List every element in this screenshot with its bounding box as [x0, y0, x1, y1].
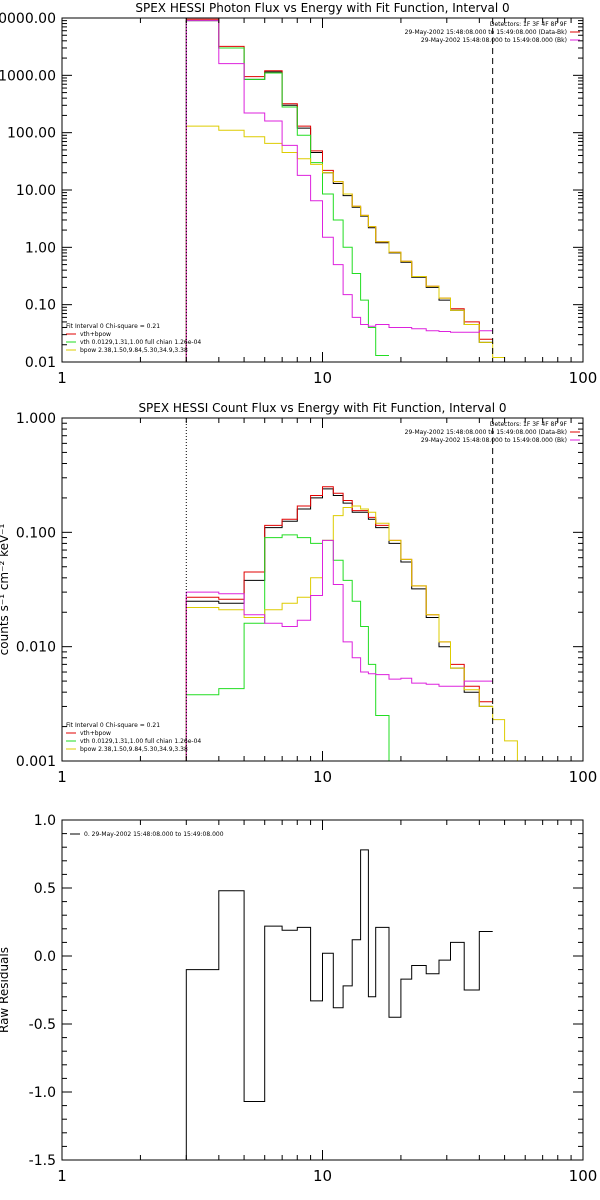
y-tick-label: 1.0	[34, 813, 56, 829]
y-tick-label: -1.0	[29, 1085, 56, 1101]
fit-legend-label: bpow 2.38,1.50,9.84,5.30,34.9,3.38	[80, 347, 188, 354]
y-tick-label: 10.00	[16, 183, 56, 199]
fit-legend-title: Fit Interval 0 Chi-square = 0.21	[66, 722, 160, 729]
x-tick-label: 1	[57, 768, 67, 786]
panel-1: SPEX HESSI Photon Flux vs Energy with Fi…	[0, 1, 597, 387]
y-axis-label: Raw Residuals	[0, 947, 11, 1033]
y-tick-label: 0.01	[25, 355, 56, 371]
x-tick-label: 1	[57, 1167, 67, 1185]
x-tick-label: 10	[313, 768, 332, 786]
y-axis-label: counts s⁻¹ cm⁻² keV⁻¹	[0, 523, 11, 655]
series-vth	[185, 534, 401, 761]
info-line: Detectors: 1F 3F 4F 8F 9F	[490, 21, 568, 28]
series-total	[185, 18, 493, 362]
y-tick-label: 0.001	[16, 754, 56, 770]
panel-3: Raw Residuals 1 10 100 -1.5 -1.0 -0.5 0.0 0.5 1.0…	[0, 813, 597, 1185]
y-tick-label: -1.5	[29, 1153, 56, 1169]
chart-title: SPEX HESSI Photon Flux vs Energy with Fi…	[135, 1, 509, 15]
fit-legend-label: vth 0.0129,1.31,1.00 full chian 1.26e-04	[80, 339, 201, 346]
y-tick-label: -0.5	[29, 1017, 56, 1033]
x-tick-label: 100	[569, 768, 598, 786]
y-tick-label: 0.0	[34, 949, 56, 965]
residual-legend-label: 0. 29-May-2002 15:48:08.000 to 15:49:08.…	[84, 831, 224, 838]
y-tick-label: 0000.00	[0, 11, 56, 27]
info-line: 29-May-2002 15:48:08.000 to 15:49:08.000…	[405, 429, 567, 436]
y-tick-label: 0.100	[16, 525, 56, 541]
x-tick-label: 10	[313, 1167, 332, 1185]
x-tick-label: 100	[569, 369, 598, 387]
plot-area	[185, 486, 531, 761]
x-tick-label: 100	[569, 1167, 598, 1185]
chart-title: SPEX HESSI Count Flux vs Energy with Fit…	[138, 401, 506, 415]
x-tick-label: 1	[57, 369, 67, 387]
fit-legend-label: vth+bpow	[80, 331, 111, 338]
fit-legend-label: vth 0.0129,1.31,1.00 full chian 1.26e-04	[80, 738, 201, 745]
series-bpow	[185, 125, 505, 362]
series-data	[185, 849, 493, 1160]
series-bk	[185, 539, 493, 761]
y-tick-label: 1.00	[25, 240, 56, 256]
x-tick-label: 10	[313, 369, 332, 387]
series-bk	[185, 20, 493, 362]
fit-legend-title: Fit Interval 0 Chi-square = 0.21	[66, 323, 160, 330]
series-vth	[185, 20, 389, 362]
y-tick-label: 0.010	[16, 640, 56, 656]
y-tick-label: 1000.00	[0, 68, 56, 84]
info-line: 29-May-2002 15:48:08.000 to 15:49:08.000…	[405, 29, 567, 36]
info-line: Detectors: 1F 3F 4F 8F 9F	[490, 421, 568, 428]
panel-2: SPEX HESSI Count Flux vs Energy with Fit…	[0, 401, 597, 786]
plot-area	[185, 18, 505, 362]
fit-legend-label: vth+bpow	[80, 730, 111, 737]
plot-area	[185, 849, 493, 1160]
y-tick-label: 100.00	[7, 126, 56, 142]
info-line: 29-May-2002 15:48:08.000 to 15:49:08.000…	[421, 437, 567, 444]
series-data	[185, 488, 493, 761]
series-bpow	[185, 505, 531, 761]
series-data	[185, 20, 493, 362]
y-tick-label: 0.10	[25, 298, 56, 314]
y-tick-label: 1.000	[16, 411, 56, 427]
info-line: 29-May-2002 15:48:08.000 to 15:49:08.000…	[421, 37, 567, 44]
series-total	[185, 486, 493, 761]
y-tick-label: 0.5	[34, 881, 56, 897]
fit-legend-label: bpow 2.38,1.50,9.84,5.30,34.9,3.38	[80, 746, 188, 753]
